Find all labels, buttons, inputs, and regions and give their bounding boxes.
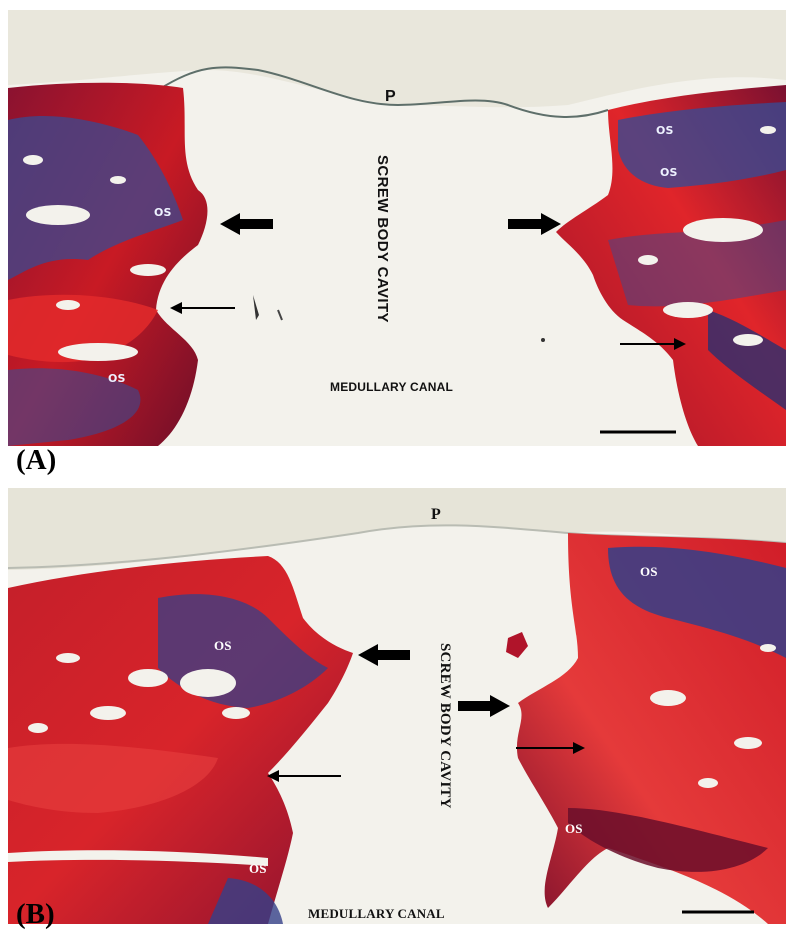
os-label-left-upper: OS xyxy=(154,206,172,219)
periosteum-label: P xyxy=(431,506,441,523)
os-label-right-upper: OS xyxy=(640,564,658,579)
periosteum-label: P xyxy=(385,88,396,105)
os-label-right-mid: OS xyxy=(660,166,678,179)
micrograph-b-image xyxy=(8,488,786,924)
panel-label-b: (B) xyxy=(16,898,55,930)
micrograph-a-image xyxy=(8,10,786,446)
os-label-right-upper: OS xyxy=(656,124,674,137)
micrograph-panel-b: P SCREW BODY CAVITY MEDULLARY CANAL OS O… xyxy=(8,488,786,924)
os-label-left-lower: OS xyxy=(249,861,267,876)
medullary-canal-label: MEDULLARY CANAL xyxy=(308,906,445,921)
panel-label-a: (A) xyxy=(16,444,57,476)
os-label-left-upper: OS xyxy=(214,638,232,653)
medullary-canal-label: MEDULLARY CANAL xyxy=(330,380,453,394)
screw-body-cavity-label: SCREW BODY CAVITY xyxy=(437,643,453,809)
os-label-right-lower: OS xyxy=(565,821,583,836)
screw-body-cavity-label: SCREW BODY CAVITY xyxy=(374,155,391,323)
micrograph-panel-a: P SCREW BODY CAVITY MEDULLARY CANAL OS O… xyxy=(8,10,786,446)
os-label-left-lower: OS xyxy=(108,372,126,385)
